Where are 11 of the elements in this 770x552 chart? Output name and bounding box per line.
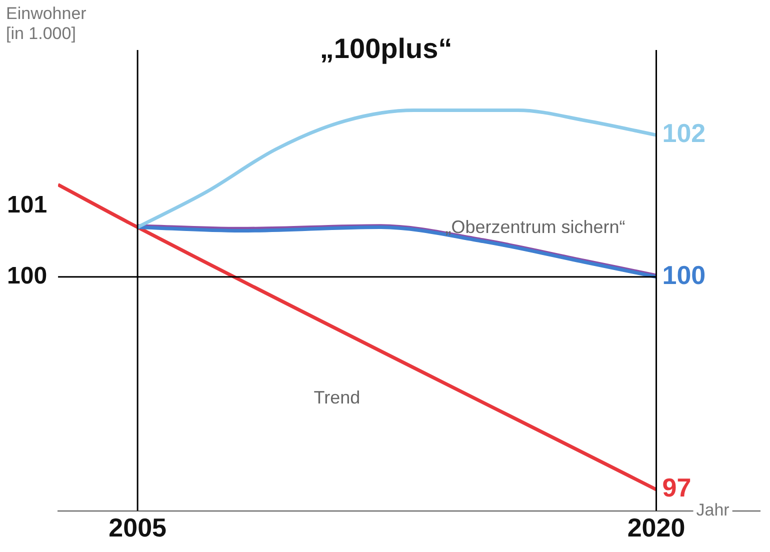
x-axis-title: Jahr (696, 500, 730, 520)
y-tick-label: 101 (6, 192, 48, 219)
x-tick-label: 2020 (627, 512, 686, 543)
data-label: 100 (662, 260, 706, 290)
data-label: 102 (662, 118, 706, 148)
y-axis-title: Einwohner [in 1.000] (6, 4, 87, 44)
x-tick-label: 2005 (108, 512, 166, 543)
data-label: 97 (662, 472, 692, 503)
text: Trend (314, 387, 360, 408)
series-label: „100plus“ (320, 32, 452, 64)
series-label: „Oberzentrum sichern“ (445, 217, 626, 238)
